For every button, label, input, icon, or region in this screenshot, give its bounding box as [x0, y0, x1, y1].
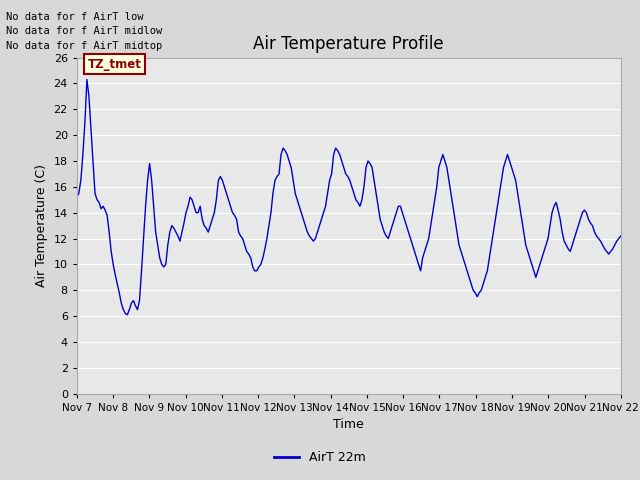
Title: Air Temperature Profile: Air Temperature Profile	[253, 35, 444, 53]
X-axis label: Time: Time	[333, 418, 364, 431]
Text: No data for f AirT midtop: No data for f AirT midtop	[6, 41, 163, 51]
Legend: AirT 22m: AirT 22m	[269, 446, 371, 469]
Text: TZ_tmet: TZ_tmet	[88, 58, 141, 71]
Text: No data for f AirT low: No data for f AirT low	[6, 12, 144, 22]
Text: No data for f AirT midlow: No data for f AirT midlow	[6, 26, 163, 36]
Y-axis label: Air Temperature (C): Air Temperature (C)	[35, 164, 48, 287]
